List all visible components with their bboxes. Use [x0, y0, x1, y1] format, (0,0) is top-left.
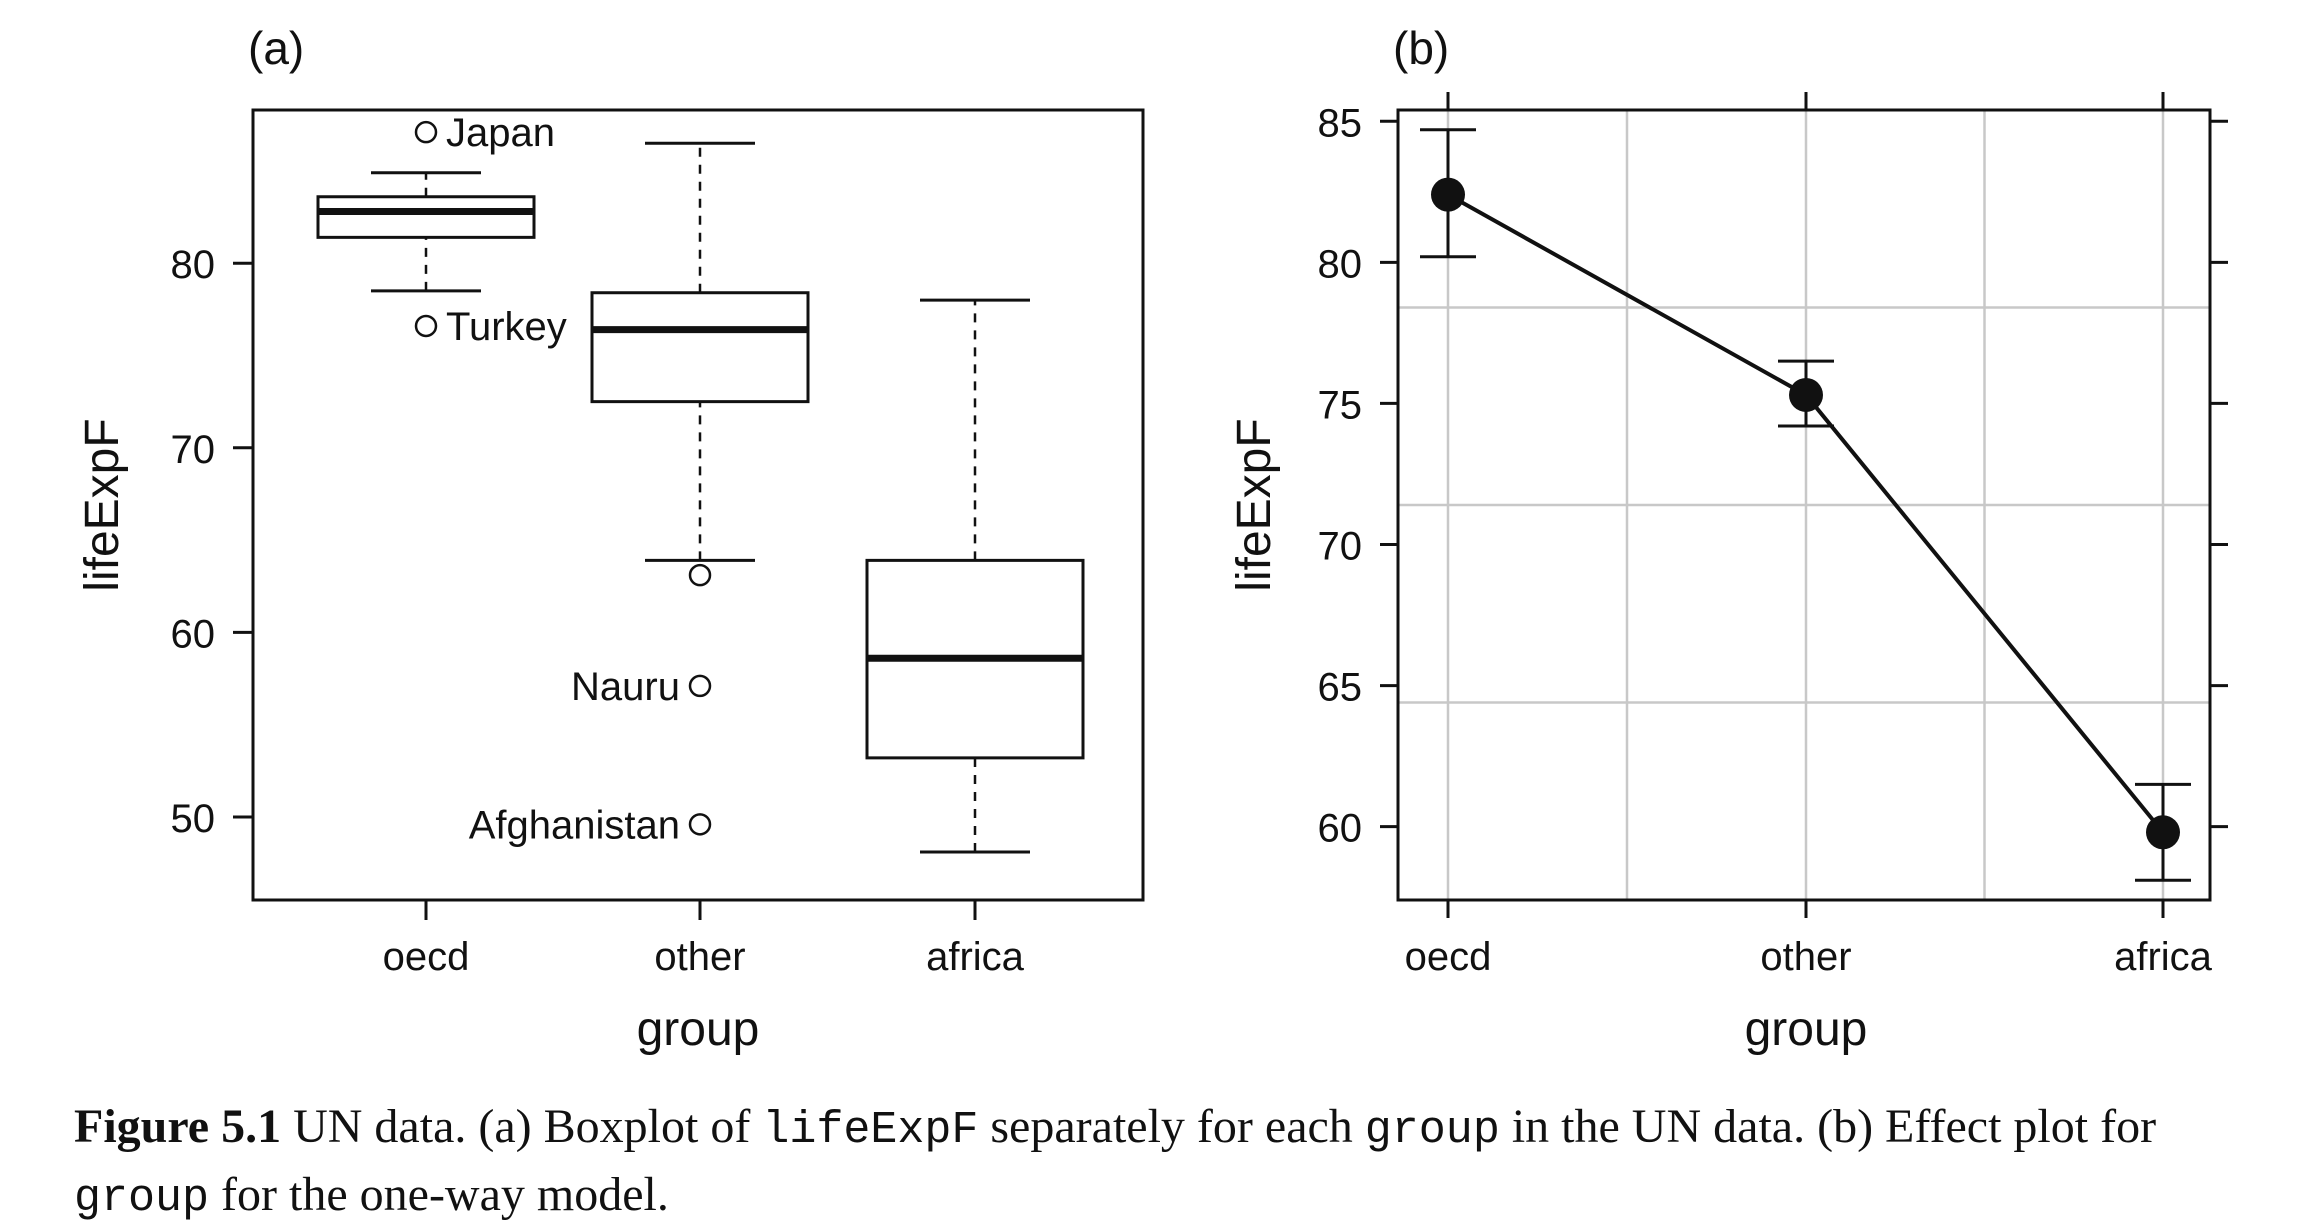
effect-plot-y-tick-label: 60 — [1318, 807, 1363, 851]
effect-point — [2146, 815, 2180, 850]
effect-plot-x-axis: oecd other africa — [1405, 92, 2213, 979]
box-iqr — [590, 291, 810, 404]
box-iqr — [316, 195, 536, 239]
outlier-point — [414, 314, 438, 338]
boxplot-panel: (a) 50 60 70 80 oecd other africa Japan Turkey… — [76, 22, 1145, 1056]
caption-code-2: group — [1364, 1105, 1500, 1156]
effect-point-other — [1778, 359, 1834, 428]
effect-plot-y-axis: 60 65 70 75 80 85 — [1318, 101, 2228, 851]
boxplot-y-axis-title: lifeExpF — [76, 418, 129, 591]
boxplot-x-tick-label: oecd — [383, 935, 470, 979]
panel-b-label: (b) — [1393, 22, 1449, 74]
effect-point-africa — [2135, 782, 2191, 882]
effect-point — [1431, 177, 1465, 212]
caption-text-1: UN data. (a) Boxplot of — [293, 1100, 763, 1153]
box-africa — [865, 298, 1085, 854]
outlier-point — [688, 563, 712, 587]
outlier-label: Nauru — [571, 665, 680, 709]
outlier-point — [414, 120, 438, 144]
effect-point-oecd — [1420, 128, 1476, 259]
outlier-point — [688, 813, 712, 836]
effect-plot-x-tick-label: oecd — [1405, 935, 1492, 979]
caption-text-3: in the UN data. (b) Effect plot for — [1499, 1100, 2157, 1153]
boxplot-x-axis: oecd other africa — [383, 900, 1025, 979]
box-oecd: Japan Turkey — [316, 111, 567, 349]
boxplot-x-tick-label: africa — [926, 935, 1025, 979]
effect-plot-x-tick-label: africa — [2114, 935, 2213, 979]
caption-text-4: for the one-way model. — [209, 1168, 669, 1221]
outlier-label: Japan — [446, 111, 555, 155]
caption-text-2: separately for each — [978, 1100, 1365, 1153]
effect-plot-x-tick-label: other — [1760, 935, 1851, 979]
panel-a-label: (a) — [248, 22, 304, 74]
box-other: Nauru Afghanistan — [469, 141, 810, 847]
effect-point — [1789, 377, 1823, 412]
outlier-point — [688, 674, 712, 698]
figure-caption: Figure 5.1 UN data. (a) Boxplot of lifeEx… — [74, 1095, 2244, 1231]
effect-plot-y-tick-label: 75 — [1318, 383, 1363, 427]
effect-plot-grid — [1398, 110, 2210, 900]
outlier-label: Afghanistan — [469, 803, 680, 847]
boxplot-y-axis: 50 60 70 80 — [171, 243, 253, 841]
boxplot-boxes: Japan Turkey Nauru Afghanistan — [316, 111, 1085, 854]
outlier-label: Turkey — [446, 305, 567, 349]
caption-label: Figure 5.1 — [74, 1100, 282, 1153]
boxplot-plot-frame — [251, 108, 1145, 902]
boxplot-y-tick-label: 50 — [171, 797, 216, 841]
effect-plot-frame — [1396, 108, 2212, 902]
boxplot-y-tick-label: 70 — [171, 428, 216, 472]
effect-plot-y-tick-label: 70 — [1318, 525, 1363, 569]
boxplot-x-tick-label: other — [654, 935, 745, 979]
effect-plot-y-tick-label: 85 — [1318, 101, 1363, 145]
caption-code-3: group — [74, 1173, 210, 1224]
boxplot-y-tick-label: 80 — [171, 243, 216, 287]
caption-code-1: lifeExpF — [762, 1105, 979, 1156]
effect-plot-panel: (b) 60 65 70 75 80 85 oecd other africa group l… — [1228, 22, 2228, 1056]
effect-plot-x-axis-title: group — [1745, 1003, 1868, 1056]
effect-plot-series — [1420, 128, 2191, 882]
boxplot-x-axis-title: group — [637, 1003, 760, 1056]
effect-plot-y-tick-label: 65 — [1318, 666, 1363, 710]
boxplot-y-tick-label: 60 — [171, 612, 216, 656]
effect-plot-y-axis-title: lifeExpF — [1228, 418, 1281, 591]
effect-plot-y-tick-label: 80 — [1318, 242, 1363, 286]
